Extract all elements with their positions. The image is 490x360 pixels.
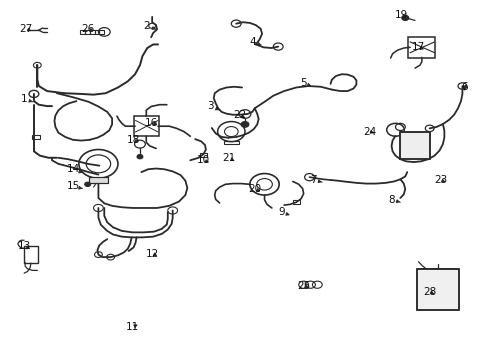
Text: 27: 27 [20,24,33,34]
Text: 19: 19 [395,10,408,20]
Bar [95,30,99,34]
Bar [417,269,459,310]
Text: 9: 9 [278,207,289,217]
Bar [24,246,38,263]
Text: 28: 28 [423,287,436,297]
Text: 25: 25 [297,281,310,291]
Text: 16: 16 [145,118,158,128]
Bar [200,153,207,157]
Text: 20: 20 [248,184,261,194]
Text: 5: 5 [300,78,311,88]
Text: 13: 13 [18,241,31,251]
Bar [409,37,435,58]
Circle shape [241,122,249,127]
Bar [80,30,85,34]
Text: 8: 8 [388,195,400,205]
Circle shape [85,182,91,186]
Text: 7: 7 [310,175,322,185]
Circle shape [402,15,409,21]
Bar [85,30,90,34]
Bar [400,132,430,159]
Text: 2: 2 [143,21,155,31]
Bar [89,177,108,183]
Bar [417,269,459,310]
Bar [90,30,95,34]
Bar [99,30,104,34]
Text: 14: 14 [66,164,82,174]
Text: 22: 22 [234,111,247,121]
Bar [223,140,239,144]
Text: 11: 11 [126,322,139,332]
Circle shape [137,154,143,159]
Text: 17: 17 [412,42,425,52]
Text: 12: 12 [146,248,159,258]
Text: 23: 23 [434,175,447,185]
Text: 1: 1 [21,94,33,104]
Bar [89,177,108,183]
Bar [134,116,159,136]
Text: 6: 6 [462,82,468,92]
Text: 18: 18 [127,135,140,145]
Text: 26: 26 [81,24,94,34]
Text: 4: 4 [249,37,261,47]
Text: 15: 15 [66,181,82,192]
Bar [32,135,40,139]
Text: 10: 10 [197,155,210,165]
Text: 21: 21 [223,153,236,163]
Text: 3: 3 [207,102,220,112]
Bar [400,132,430,159]
Bar [293,200,300,204]
Text: 24: 24 [363,127,376,136]
